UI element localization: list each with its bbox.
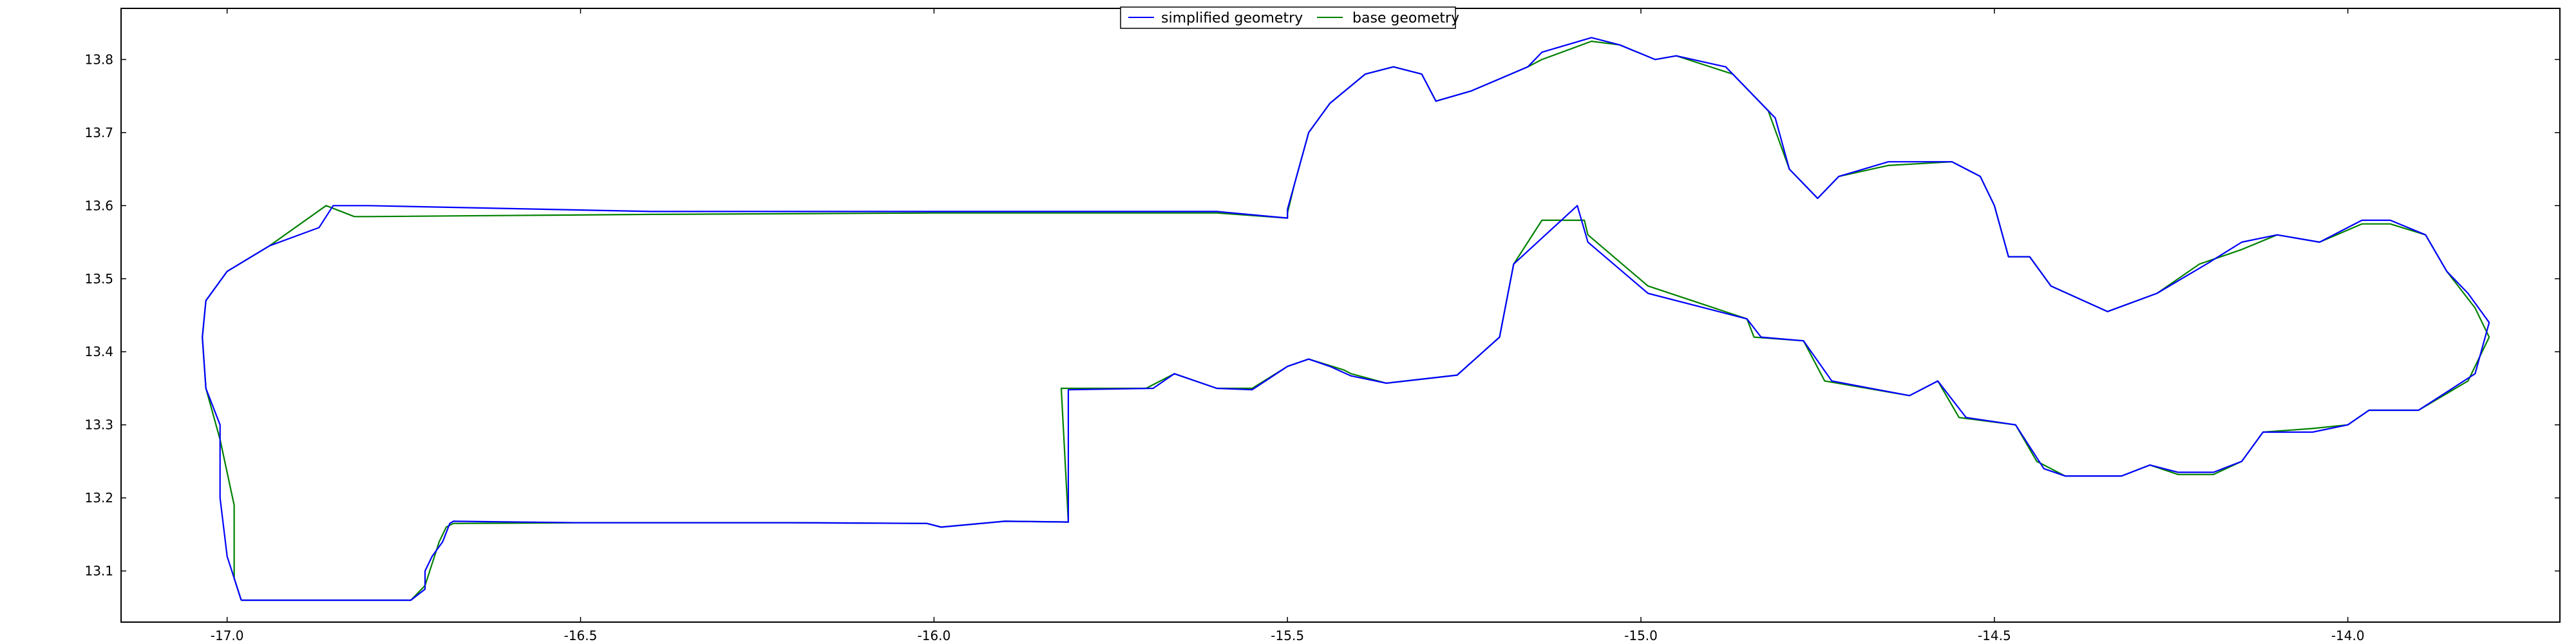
y-tick-label: 13.7 <box>84 125 113 140</box>
legend-label-simplified: simplified geometry <box>1161 10 1303 26</box>
x-tick-label: -14.5 <box>1978 628 2011 643</box>
series-lines <box>202 37 2490 601</box>
x-tick-label: -16.5 <box>564 628 598 643</box>
legend: simplified geometry base geometry <box>1120 6 1459 29</box>
y-tick-label: 13.2 <box>84 490 113 506</box>
x-tick-label: -17.0 <box>211 628 244 643</box>
x-tick-label: -15.0 <box>1624 628 1658 643</box>
series-line-simplified-geometry <box>202 37 2490 601</box>
plot-area-frame <box>120 8 2561 623</box>
legend-label-base: base geometry <box>1352 10 1459 26</box>
legend-box <box>1120 6 1456 29</box>
y-tick-label: 13.4 <box>84 344 113 359</box>
y-tick-label: 13.8 <box>84 52 113 67</box>
y-tick-label: 13.1 <box>84 564 113 579</box>
series-line-base-geometry <box>202 40 2490 601</box>
x-tick-label: -15.5 <box>1271 628 1304 643</box>
y-tick-label: 13.5 <box>84 271 113 287</box>
axis-ticks <box>121 8 2560 622</box>
tick-labels: -17.0 -16.5 -16.0 -15.5 -15.0 -14.5 -14.0 13.1 1… <box>84 52 2364 643</box>
x-tick-label: -16.0 <box>917 628 951 643</box>
y-tick-label: 13.6 <box>84 198 113 213</box>
y-tick-label: 13.3 <box>84 417 113 433</box>
x-tick-label: -14.0 <box>2331 628 2365 643</box>
